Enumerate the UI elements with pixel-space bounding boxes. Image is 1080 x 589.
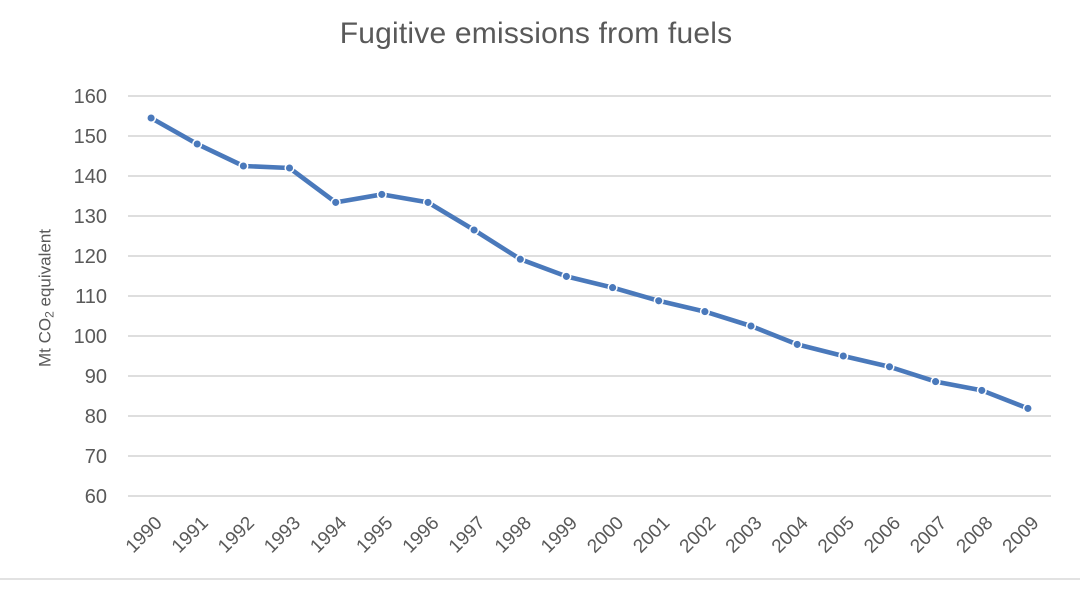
x-tick-label: 1992 <box>214 513 259 558</box>
data-point-marker <box>469 224 480 236</box>
x-tick-label: 2008 <box>953 513 998 558</box>
series-line <box>148 115 1031 411</box>
y-tick-label: 140 <box>74 166 107 188</box>
data-point-marker <box>653 295 664 306</box>
x-tick-label: 1997 <box>445 513 490 558</box>
y-tick-label: 60 <box>85 486 107 508</box>
y-tick-label: 150 <box>74 126 107 148</box>
x-tick-label: 1999 <box>537 513 582 558</box>
x-tick-label: 2004 <box>768 512 813 557</box>
x-tick-label: 2006 <box>860 513 905 558</box>
y-tick-label: 120 <box>74 246 107 268</box>
x-tick-label: 1994 <box>306 512 351 557</box>
data-point-marker <box>607 282 618 293</box>
data-point-marker <box>192 138 203 150</box>
data-point-marker <box>515 254 526 265</box>
data-point-marker <box>330 197 341 208</box>
y-tick-label: 110 <box>75 286 107 308</box>
data-point-marker <box>792 339 803 350</box>
x-tick-label: 2001 <box>629 513 674 558</box>
y-tick-label: 160 <box>74 86 107 108</box>
data-point-marker <box>561 271 572 282</box>
data-point-marker <box>976 385 987 396</box>
data-point-marker <box>238 160 249 172</box>
x-tick-label: 1991 <box>168 513 213 558</box>
data-point-marker <box>838 350 849 362</box>
chart-title: Fugitive emissions from fuels <box>339 17 733 50</box>
y-tick-label: 100 <box>74 326 107 348</box>
data-point-marker <box>930 376 941 387</box>
x-tick-label: 1990 <box>122 513 167 558</box>
x-tick-label: 1996 <box>399 513 444 558</box>
data-point-marker <box>376 189 387 200</box>
x-tick-label: 1993 <box>260 513 305 558</box>
x-tick-label: 2007 <box>906 513 951 558</box>
y-tick-label: 130 <box>74 206 107 228</box>
data-point-marker <box>699 306 710 317</box>
x-tick-label: 2002 <box>676 513 721 558</box>
y-tick-label: 80 <box>85 406 107 428</box>
data-point-marker <box>284 162 295 174</box>
x-tick-label: 2005 <box>814 513 859 558</box>
x-tick-label: 2009 <box>999 513 1044 558</box>
x-tick-label: 2003 <box>722 513 767 558</box>
bottom-divider <box>0 578 1080 580</box>
x-tick-label: 1995 <box>353 513 398 558</box>
y-tick-label: 70 <box>85 446 107 468</box>
data-point-marker <box>884 361 895 372</box>
data-point-marker <box>146 112 157 124</box>
x-tick-label: 1998 <box>491 513 536 558</box>
x-tick-label: 2000 <box>583 513 628 558</box>
data-point-marker <box>745 320 757 332</box>
data-point-marker <box>422 197 434 208</box>
y-tick-label: 90 <box>85 366 107 388</box>
data-point-marker <box>1022 403 1033 414</box>
